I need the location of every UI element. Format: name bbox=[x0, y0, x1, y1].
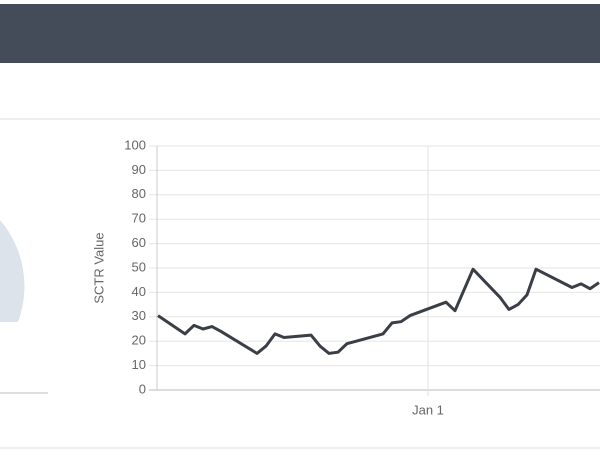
y-tick-label: 20 bbox=[132, 333, 146, 348]
y-tick-label: 100 bbox=[124, 137, 146, 152]
y-tick-label: 10 bbox=[132, 357, 146, 372]
y-tick-label: 40 bbox=[132, 284, 146, 299]
y-tick-label: 0 bbox=[139, 381, 146, 396]
y-tick-label: 80 bbox=[132, 186, 146, 201]
gauge-arc bbox=[0, 220, 25, 322]
y-axis-label: SCTR Value bbox=[91, 232, 106, 303]
x-tick-label: Jan 1 bbox=[412, 402, 444, 417]
line-series bbox=[157, 267, 600, 355]
y-tick-label: 90 bbox=[132, 162, 146, 177]
y-tick-label: 70 bbox=[132, 211, 146, 226]
y-tick-label: 50 bbox=[132, 259, 146, 274]
y-tick-label: 60 bbox=[132, 235, 146, 250]
y-tick-label: 30 bbox=[132, 308, 146, 323]
header-bar bbox=[0, 4, 600, 63]
